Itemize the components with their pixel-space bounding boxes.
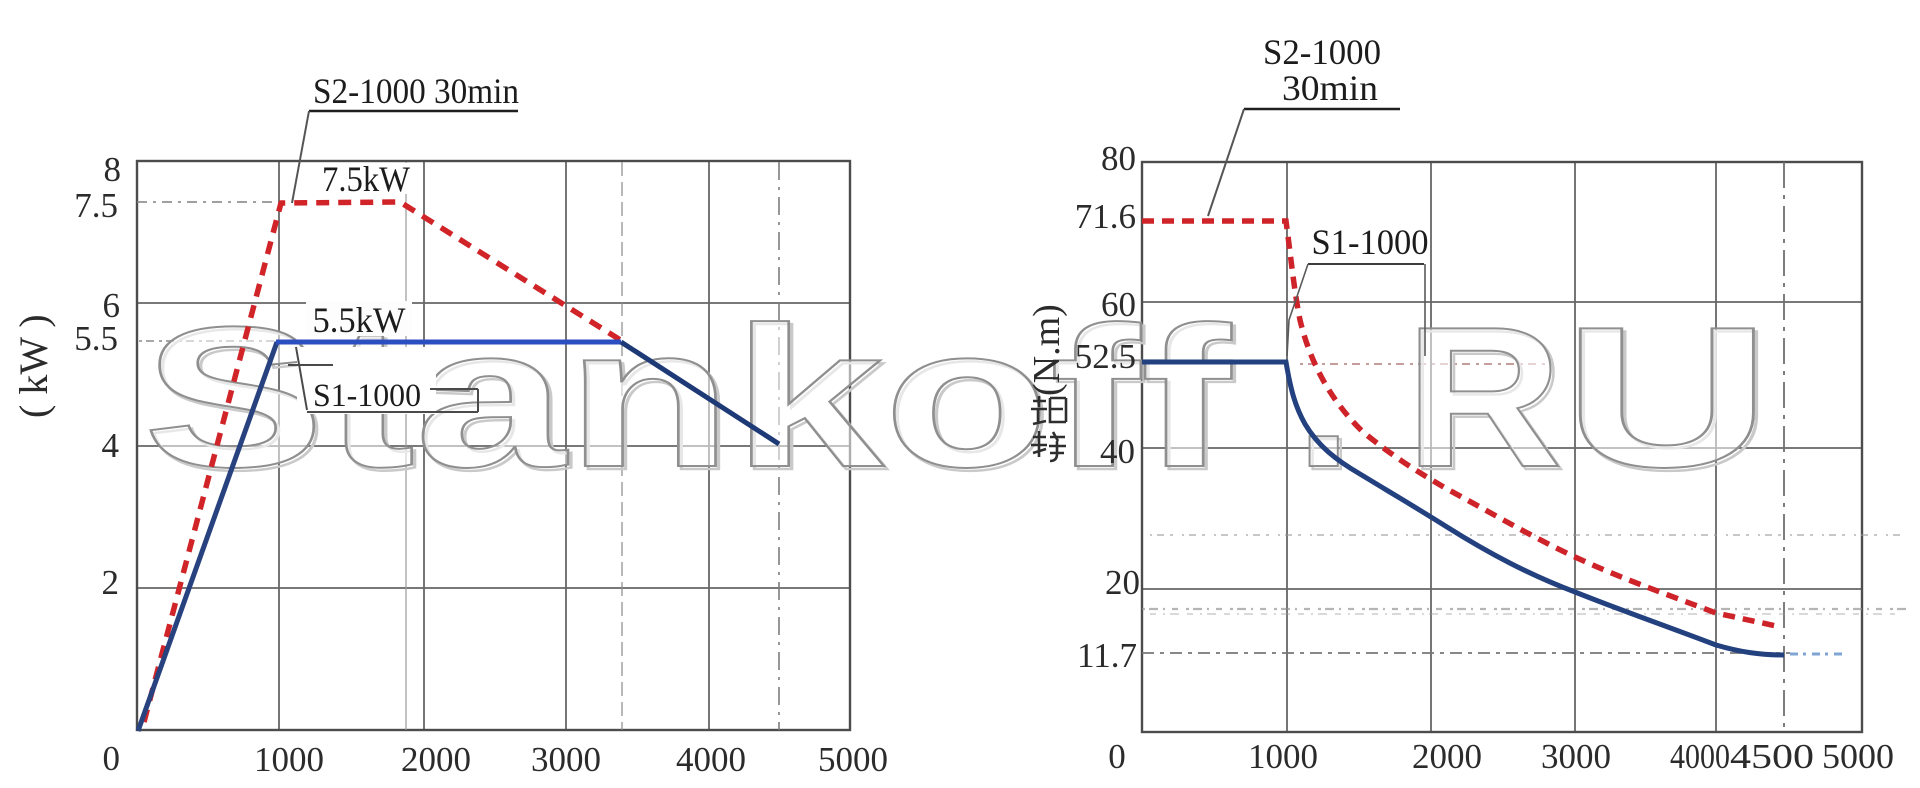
svg-text:3000: 3000 <box>531 740 601 779</box>
svg-text:R: R <box>1405 286 1562 509</box>
svg-text:60: 60 <box>1101 285 1136 324</box>
svg-text:1000: 1000 <box>1248 737 1318 776</box>
svg-text:3000: 3000 <box>1541 737 1611 776</box>
svg-text:52.5: 52.5 <box>1075 337 1136 376</box>
svg-text:S1-1000: S1-1000 <box>1312 222 1429 262</box>
svg-text:7.5: 7.5 <box>74 186 118 225</box>
svg-text:1000: 1000 <box>254 740 324 779</box>
svg-text:11.7: 11.7 <box>1077 636 1137 675</box>
svg-text:80: 80 <box>1101 139 1136 178</box>
svg-text:5000: 5000 <box>818 740 888 779</box>
svg-text:(N.m): (N.m) <box>1026 304 1068 396</box>
svg-text:2: 2 <box>102 563 120 602</box>
svg-text:5.5: 5.5 <box>74 319 118 358</box>
svg-text:6: 6 <box>103 286 121 325</box>
svg-text:8: 8 <box>104 150 122 189</box>
svg-text:S2-1000 30min: S2-1000 30min <box>313 71 519 111</box>
svg-text:5.5kW: 5.5kW <box>313 300 406 340</box>
svg-text:0: 0 <box>103 739 121 778</box>
svg-text:S1-1000: S1-1000 <box>313 378 421 414</box>
svg-text:R: R <box>1408 289 1565 512</box>
svg-text:2000: 2000 <box>1412 737 1482 776</box>
svg-text:4000: 4000 <box>1670 737 1730 776</box>
svg-text:U: U <box>1566 288 1774 511</box>
svg-text:S2-1000: S2-1000 <box>1263 32 1381 72</box>
svg-text:20: 20 <box>1105 563 1140 602</box>
svg-text:0: 0 <box>1108 737 1126 776</box>
svg-text:.: . <box>1296 286 1352 509</box>
svg-text:U: U <box>1563 285 1771 508</box>
svg-text:.: . <box>1299 289 1355 512</box>
svg-text:4000: 4000 <box>676 740 746 779</box>
svg-text:4: 4 <box>102 426 120 465</box>
svg-text:( kW ): ( kW ) <box>11 314 56 418</box>
svg-text:4500: 4500 <box>1730 737 1814 776</box>
svg-text:30min: 30min <box>1282 68 1378 108</box>
svg-text:40: 40 <box>1100 432 1135 471</box>
svg-text:2000: 2000 <box>401 740 471 779</box>
svg-text:7.5kW: 7.5kW <box>322 159 410 199</box>
svg-text:71.6: 71.6 <box>1075 197 1136 236</box>
svg-text:5000: 5000 <box>1822 737 1894 776</box>
